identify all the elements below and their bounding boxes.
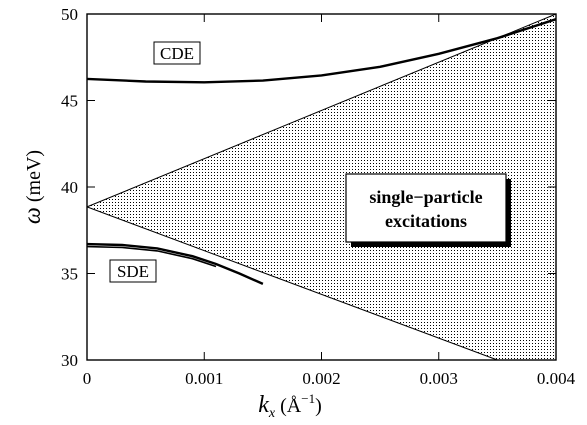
x-tick-label: 0.002 bbox=[302, 369, 340, 388]
single-particle-region bbox=[87, 14, 556, 360]
region-label-line2: excitations bbox=[385, 211, 467, 231]
y-tick-label: 30 bbox=[61, 351, 78, 370]
y-axis-label: ω (meV) bbox=[20, 150, 46, 224]
series-line-sde-branch bbox=[86, 245, 217, 268]
cde-label-box bbox=[153, 41, 201, 65]
sde-label: SDE bbox=[109, 259, 157, 283]
y-tick-label: 40 bbox=[61, 178, 78, 197]
x-axis-label: kx (Å−1) bbox=[258, 391, 322, 421]
series-line-sde bbox=[86, 242, 264, 285]
region-lower-edge bbox=[86, 206, 498, 361]
series-line-cde bbox=[86, 18, 557, 84]
x-tick-label: 0.004 bbox=[537, 369, 576, 388]
y-tick-label: 35 bbox=[61, 265, 78, 284]
x-tick-label: 0.001 bbox=[185, 369, 223, 388]
region-label-line1: single−particle bbox=[369, 187, 482, 207]
region-label: single−particle excitations bbox=[345, 173, 511, 247]
cde-label: CDE bbox=[153, 41, 201, 65]
cde-label-text: CDE bbox=[160, 44, 194, 63]
x-tick-label: 0 bbox=[83, 369, 92, 388]
y-tick-label: 45 bbox=[61, 92, 78, 111]
x-tick-label: 0.003 bbox=[420, 369, 458, 388]
region-upper-edge bbox=[86, 13, 557, 208]
sde-label-text: SDE bbox=[117, 262, 149, 281]
sde-label-box bbox=[109, 259, 157, 283]
y-tick-label: 50 bbox=[61, 5, 78, 24]
region-label-box bbox=[345, 173, 507, 243]
